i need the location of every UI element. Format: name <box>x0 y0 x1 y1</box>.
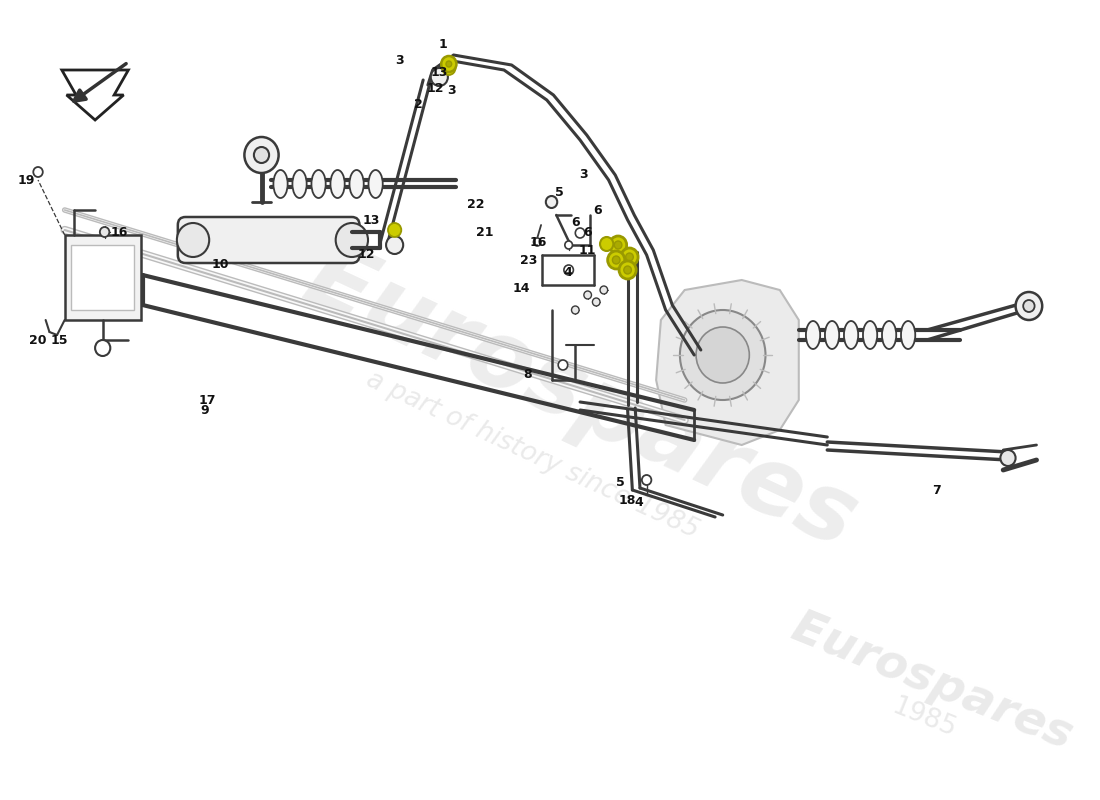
Ellipse shape <box>350 170 364 198</box>
Circle shape <box>593 298 600 306</box>
Text: 19: 19 <box>18 174 35 186</box>
Circle shape <box>336 223 368 257</box>
Circle shape <box>607 251 625 269</box>
Text: 22: 22 <box>466 198 484 211</box>
Circle shape <box>696 327 749 383</box>
Text: 12: 12 <box>358 249 375 262</box>
Circle shape <box>642 475 651 485</box>
Circle shape <box>600 286 607 294</box>
Text: 1985: 1985 <box>889 694 960 742</box>
Ellipse shape <box>825 321 839 349</box>
Ellipse shape <box>274 170 288 198</box>
Text: 4: 4 <box>563 266 572 278</box>
Circle shape <box>626 253 634 261</box>
Ellipse shape <box>293 170 307 198</box>
Text: 7: 7 <box>933 483 940 497</box>
Circle shape <box>600 237 614 251</box>
Text: 23: 23 <box>520 254 538 266</box>
Text: Eurospares: Eurospares <box>289 232 870 568</box>
Text: 4: 4 <box>635 495 643 509</box>
Circle shape <box>564 241 572 249</box>
Text: 20: 20 <box>30 334 47 346</box>
Text: 11: 11 <box>579 243 596 257</box>
Ellipse shape <box>882 321 896 349</box>
Circle shape <box>244 137 278 173</box>
Circle shape <box>534 238 541 246</box>
Text: a part of history since 1985: a part of history since 1985 <box>362 366 703 544</box>
Polygon shape <box>656 280 799 445</box>
Text: 12: 12 <box>427 82 444 94</box>
Circle shape <box>177 223 209 257</box>
Text: 13: 13 <box>430 66 448 79</box>
Text: 6: 6 <box>583 226 592 238</box>
Text: 6: 6 <box>593 203 602 217</box>
Circle shape <box>546 196 558 208</box>
Circle shape <box>614 241 622 249</box>
Text: 5: 5 <box>554 186 563 198</box>
FancyBboxPatch shape <box>72 245 134 310</box>
Text: 17: 17 <box>199 394 216 406</box>
Circle shape <box>446 61 452 67</box>
Circle shape <box>441 56 456 72</box>
Circle shape <box>1015 292 1042 320</box>
Circle shape <box>33 167 43 177</box>
Ellipse shape <box>330 170 344 198</box>
FancyBboxPatch shape <box>65 235 141 320</box>
Circle shape <box>95 340 110 356</box>
Circle shape <box>1000 450 1015 466</box>
Text: 14: 14 <box>513 282 530 294</box>
Text: 5: 5 <box>616 475 625 489</box>
Text: 15: 15 <box>51 334 68 346</box>
Ellipse shape <box>368 170 383 198</box>
Text: 3: 3 <box>580 169 588 182</box>
Circle shape <box>624 266 631 274</box>
Text: 10: 10 <box>212 258 230 271</box>
Circle shape <box>575 228 585 238</box>
Circle shape <box>386 236 404 254</box>
Ellipse shape <box>311 170 326 198</box>
Text: 1: 1 <box>439 38 448 51</box>
Text: 6: 6 <box>571 215 580 229</box>
Circle shape <box>613 256 620 264</box>
Circle shape <box>558 360 568 370</box>
Text: 8: 8 <box>524 369 532 382</box>
Circle shape <box>564 265 573 275</box>
Circle shape <box>1023 300 1035 312</box>
Ellipse shape <box>806 321 821 349</box>
Circle shape <box>572 306 579 314</box>
Circle shape <box>621 248 638 266</box>
Text: Eurospares: Eurospares <box>785 605 1079 759</box>
Circle shape <box>442 61 455 75</box>
Circle shape <box>254 147 270 163</box>
Ellipse shape <box>901 321 915 349</box>
Circle shape <box>388 223 401 237</box>
FancyBboxPatch shape <box>178 217 360 263</box>
Text: 13: 13 <box>362 214 380 226</box>
Circle shape <box>609 236 627 254</box>
Text: 16: 16 <box>110 226 128 238</box>
Text: 3: 3 <box>448 83 456 97</box>
Circle shape <box>100 227 109 237</box>
Circle shape <box>431 68 448 86</box>
Text: 3: 3 <box>395 54 404 66</box>
Circle shape <box>680 310 766 400</box>
Ellipse shape <box>844 321 858 349</box>
Text: 2: 2 <box>414 98 422 111</box>
Text: 18: 18 <box>619 494 636 506</box>
Ellipse shape <box>864 321 877 349</box>
Circle shape <box>619 261 636 279</box>
Text: 16: 16 <box>529 235 547 249</box>
Text: 9: 9 <box>200 403 209 417</box>
Circle shape <box>584 291 592 299</box>
Text: 21: 21 <box>476 226 494 238</box>
